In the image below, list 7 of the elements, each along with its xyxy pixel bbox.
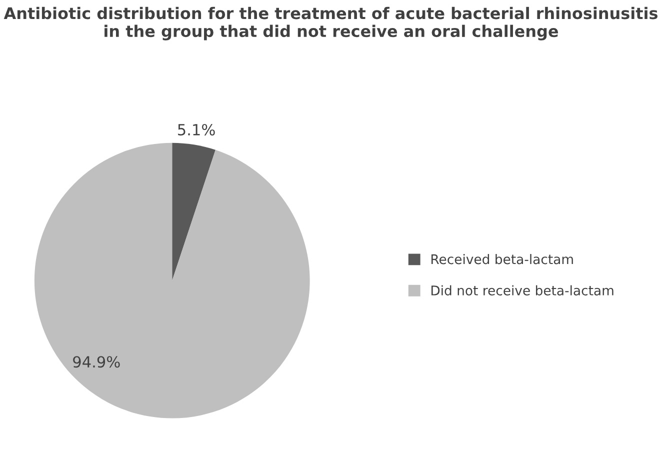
legend-label: Did not receive beta-lactam [431,285,614,296]
pie-slice [172,142,216,281]
data-label: 5.1% [178,124,215,136]
legend-label: Received beta-lactam [431,254,573,264]
chart-title: Antibiotic distribution for the treatment of acute bacterial rhinosinusitis in the group that did not receive an oral challenge [4,6,658,40]
data-label: 94.9% [73,356,120,368]
pie-slice [34,142,310,418]
